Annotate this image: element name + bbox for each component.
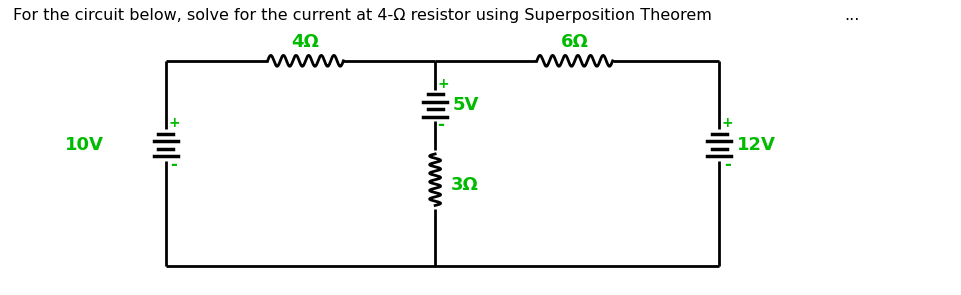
Text: For the circuit below, solve for the current at 4-Ω resistor using Superposition: For the circuit below, solve for the cur… [13, 8, 711, 23]
Text: 6Ω: 6Ω [560, 33, 588, 51]
Text: 3Ω: 3Ω [451, 176, 479, 194]
Text: 4Ω: 4Ω [291, 33, 319, 51]
Text: -: - [723, 156, 730, 174]
Text: 12V: 12V [736, 136, 776, 154]
Text: +: + [721, 116, 732, 130]
Text: 10V: 10V [65, 136, 104, 154]
Text: +: + [437, 77, 449, 91]
Text: 5V: 5V [453, 96, 479, 114]
Text: -: - [436, 116, 443, 134]
Text: +: + [168, 116, 180, 130]
Text: ...: ... [843, 8, 858, 23]
Text: -: - [170, 156, 177, 174]
